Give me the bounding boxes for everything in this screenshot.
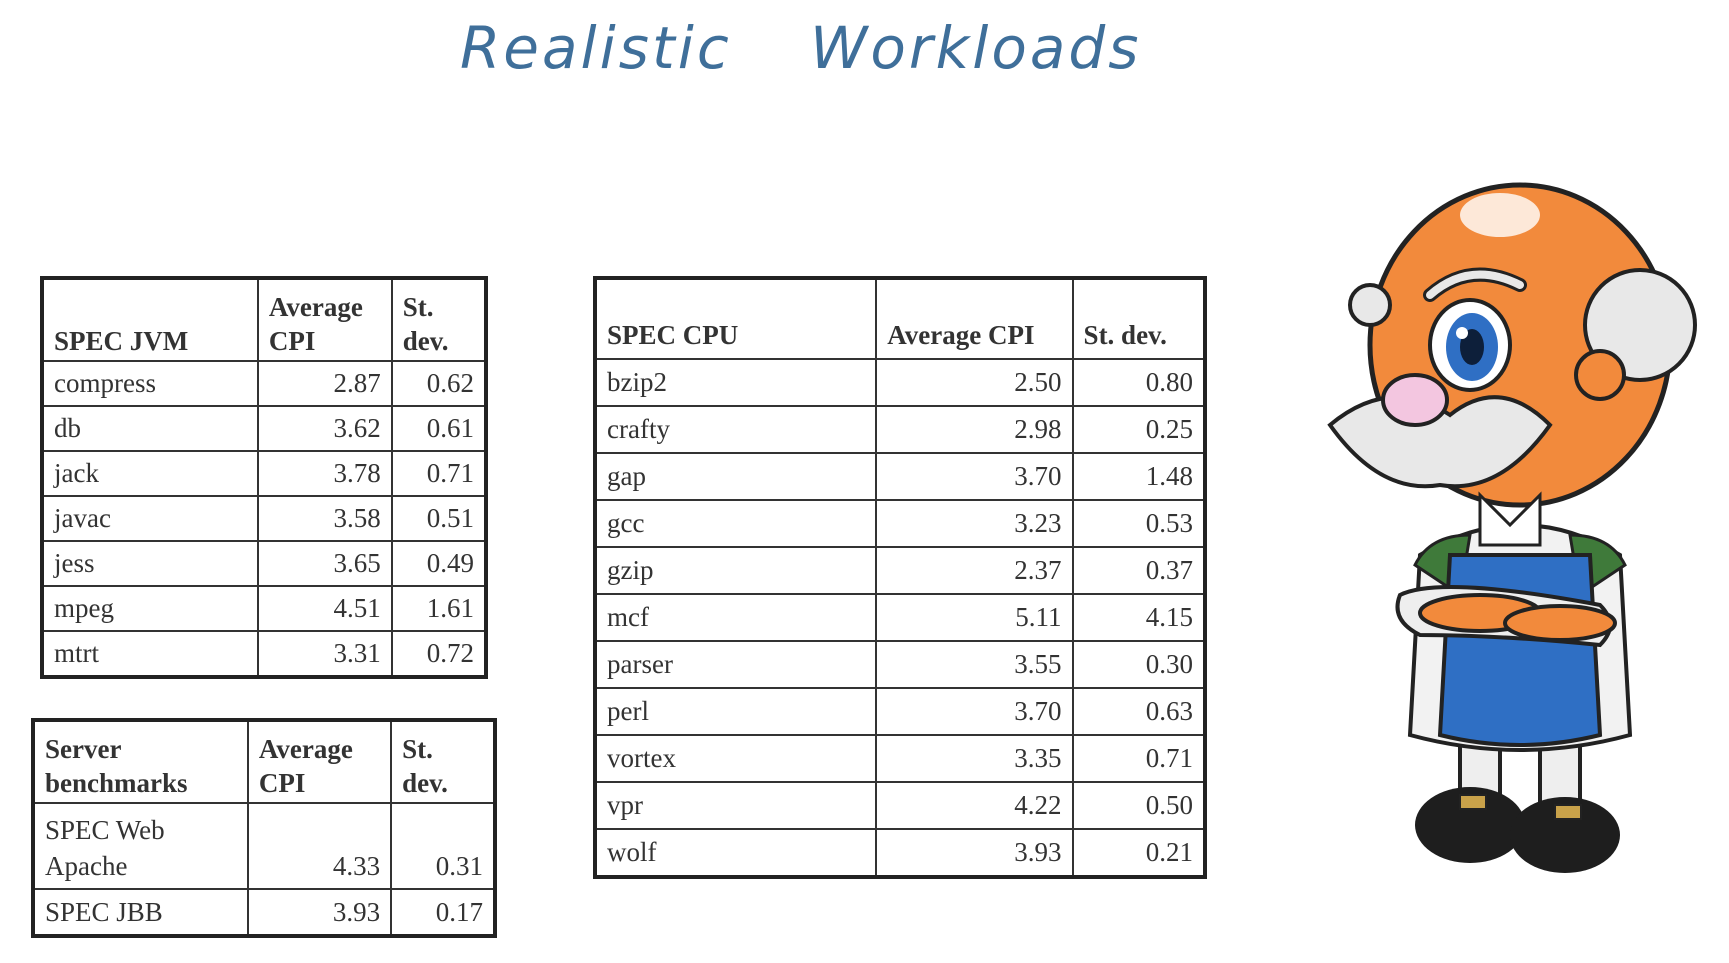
cell-benchmark: javac (41, 495, 259, 542)
table-header: SPEC CPU (593, 277, 878, 360)
cell-benchmark: gcc (593, 499, 878, 548)
table-row: gcc 3.23 0.53 (593, 499, 1207, 548)
cell-stdev: 0.63 (1071, 687, 1207, 736)
table-row: crafty 2.98 0.25 (593, 405, 1207, 454)
table-header: Average CPI (246, 719, 393, 804)
table-row: jack 3.78 0.71 (41, 450, 488, 497)
cell-cpi: 3.65 (256, 540, 393, 587)
table-row: mcf 5.11 4.15 (593, 593, 1207, 642)
cell-benchmark: jack (41, 450, 259, 497)
cell-cpi: 4.51 (256, 585, 393, 632)
cell-benchmark: jess (41, 540, 259, 587)
cell-benchmark: wolf (593, 828, 878, 878)
cell-stdev: 0.31 (390, 802, 496, 890)
cell-cpi: 3.23 (875, 499, 1074, 548)
cell-benchmark: gap (593, 452, 878, 501)
server-benchmarks-table: Server benchmarks Average CPI St. dev. S… (31, 718, 497, 938)
cell-benchmark: SPEC Web Apache (32, 802, 249, 890)
table-header: Average CPI (875, 277, 1074, 360)
cell-cpi: 3.78 (256, 450, 393, 497)
table-row: gap 3.70 1.48 (593, 452, 1207, 501)
cell-stdev: 4.15 (1071, 593, 1207, 642)
table-row: perl 3.70 0.63 (593, 687, 1207, 736)
cell-cpi: 5.11 (875, 593, 1074, 642)
cell-cpi: 2.87 (256, 360, 393, 407)
table-header: St. dev. (1071, 277, 1207, 360)
cell-cpi: 3.70 (875, 687, 1074, 736)
table-row: wolf 3.93 0.21 (593, 828, 1207, 878)
cell-benchmark: crafty (593, 405, 878, 454)
cell-stdev: 0.80 (1071, 358, 1207, 407)
cell-stdev: 0.50 (1071, 781, 1207, 830)
cell-benchmark: bzip2 (593, 358, 878, 407)
table-row: db 3.62 0.61 (41, 405, 488, 452)
spec-jvm-table: SPEC JVM Average CPI St. dev. compress 2… (40, 276, 488, 679)
table-row: compress 2.87 0.62 (41, 360, 488, 407)
table-header: SPEC JVM (41, 277, 259, 362)
cell-stdev: 0.61 (390, 405, 488, 452)
cell-stdev: 0.53 (1071, 499, 1207, 548)
cell-benchmark: db (41, 405, 259, 452)
cell-benchmark: vortex (593, 734, 878, 783)
cell-stdev: 1.61 (390, 585, 488, 632)
cell-benchmark: parser (593, 640, 878, 689)
table-row: SPEC JBB 3.93 0.17 (32, 888, 496, 937)
cell-benchmark: perl (593, 687, 878, 736)
cell-stdev: 0.62 (390, 360, 488, 407)
cell-benchmark: mtrt (41, 630, 259, 678)
cell-cpi: 2.50 (875, 358, 1074, 407)
table-header: St. dev. (390, 277, 488, 362)
cell-stdev: 0.17 (390, 888, 496, 937)
cell-cpi: 3.31 (256, 630, 393, 678)
title-word-1: Realistic (460, 14, 732, 82)
table-row: mtrt 3.31 0.72 (41, 630, 488, 678)
cell-benchmark: compress (41, 360, 259, 407)
table-header: Server benchmarks (32, 719, 249, 804)
cell-cpi: 3.93 (875, 828, 1074, 878)
cell-cpi: 3.62 (256, 405, 393, 452)
cell-cpi: 3.35 (875, 734, 1074, 783)
table-row: jess 3.65 0.49 (41, 540, 488, 587)
table-row: SPEC Web Apache 4.33 0.31 (32, 802, 496, 890)
cell-cpi: 3.55 (875, 640, 1074, 689)
cell-stdev: 0.72 (390, 630, 488, 678)
table-row: mpeg 4.51 1.61 (41, 585, 488, 632)
cell-stdev: 0.25 (1071, 405, 1207, 454)
cell-cpi: 3.58 (256, 495, 393, 542)
cell-stdev: 0.51 (390, 495, 488, 542)
cell-cpi: 4.22 (875, 781, 1074, 830)
professor-mascot-illustration (1327, 182, 1697, 873)
cell-stdev: 0.21 (1071, 828, 1207, 878)
cell-stdev: 1.48 (1071, 452, 1207, 501)
cell-stdev: 0.30 (1071, 640, 1207, 689)
table-row: javac 3.58 0.51 (41, 495, 488, 542)
cell-benchmark: mpeg (41, 585, 259, 632)
cell-cpi: 3.93 (246, 888, 393, 937)
title-word-2: Workloads (810, 14, 1142, 82)
table-row: parser 3.55 0.30 (593, 640, 1207, 689)
spec-cpu-table: SPEC CPU Average CPI St. dev. bzip2 2.50… (593, 276, 1207, 879)
table-row: gzip 2.37 0.37 (593, 546, 1207, 595)
table-header: St. dev. (390, 719, 496, 804)
cell-cpi: 2.37 (875, 546, 1074, 595)
cell-cpi: 4.33 (246, 802, 393, 890)
cell-benchmark: mcf (593, 593, 878, 642)
table-row: bzip2 2.50 0.80 (593, 358, 1207, 407)
table-header: Average CPI (256, 277, 393, 362)
cell-stdev: 0.71 (1071, 734, 1207, 783)
cell-cpi: 3.70 (875, 452, 1074, 501)
page-title: Realistic Workloads (440, 6, 1160, 96)
cell-benchmark: SPEC JBB (32, 888, 249, 937)
table-row: vpr 4.22 0.50 (593, 781, 1207, 830)
cell-cpi: 2.98 (875, 405, 1074, 454)
cell-stdev: 0.37 (1071, 546, 1207, 595)
cell-benchmark: gzip (593, 546, 878, 595)
cell-benchmark: vpr (593, 781, 878, 830)
cell-stdev: 0.71 (390, 450, 488, 497)
table-row: vortex 3.35 0.71 (593, 734, 1207, 783)
cell-stdev: 0.49 (390, 540, 488, 587)
